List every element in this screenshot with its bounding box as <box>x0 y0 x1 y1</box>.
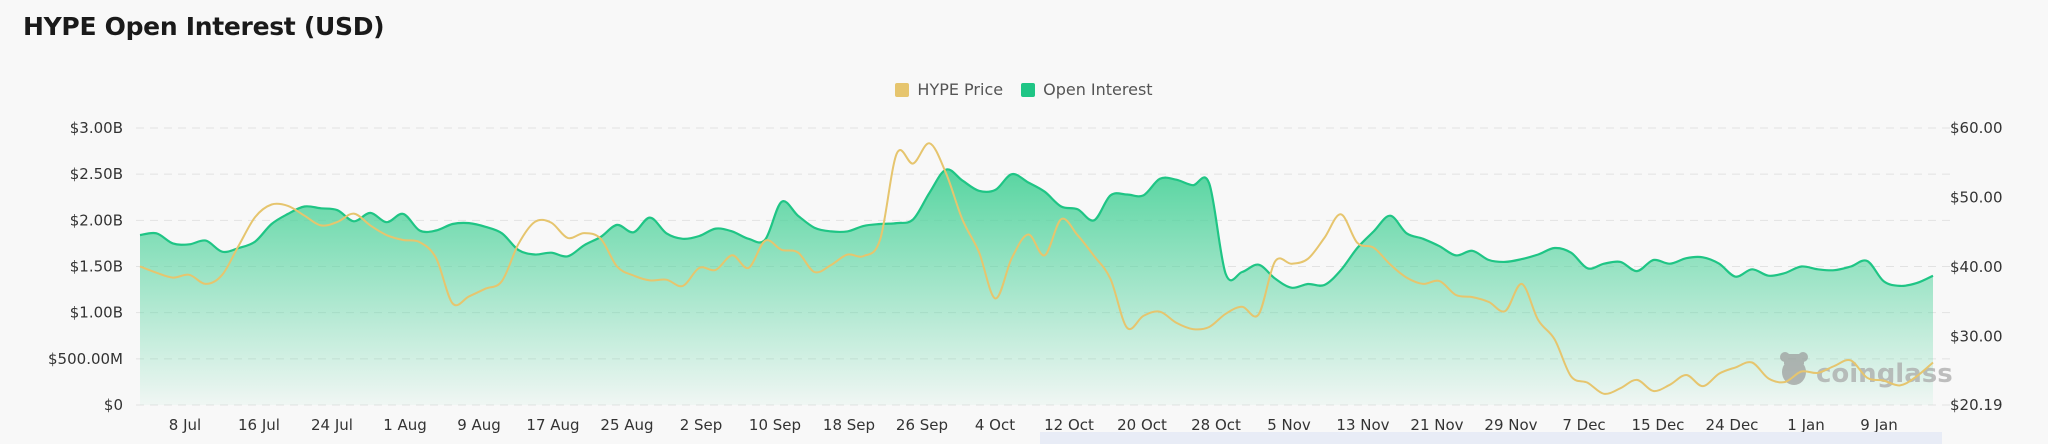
x-axis-tick: 9 Aug <box>457 416 501 434</box>
x-axis-tick: 28 Oct <box>1191 416 1241 434</box>
left-axis-tick: $2.50B <box>70 165 123 183</box>
x-axis-tick: 10 Sep <box>749 416 801 434</box>
legend: HYPE Price Open Interest <box>0 80 2048 99</box>
right-axis-tick: $20.19 <box>1950 396 2003 414</box>
x-axis-tick: 1 Jan <box>1787 416 1824 434</box>
x-axis-tick: 13 Nov <box>1336 416 1389 434</box>
x-axis: 8 Jul 16 Jul 24 Jul 1 Aug 9 Aug 17 Aug 25 Aug 2… <box>169 416 1898 434</box>
x-axis-tick: 25 Aug <box>600 416 653 434</box>
x-axis-tick: 24 Jul <box>311 416 353 434</box>
x-axis-tick: 8 Jul <box>169 416 201 434</box>
right-axis-tick: $50.00 <box>1950 189 2003 207</box>
x-axis-tick: 7 Dec <box>1562 416 1605 434</box>
left-y-axis: $0 $500.00M $1.00B $1.50B $2.00B $2.50B $3.00B <box>48 119 123 414</box>
legend-item-open-interest[interactable]: Open Interest <box>1021 80 1153 99</box>
x-axis-tick: 21 Nov <box>1410 416 1463 434</box>
left-axis-tick: $500.00M <box>48 350 123 368</box>
open-interest-swatch-icon <box>1021 82 1036 97</box>
open-interest-line <box>139 168 1934 289</box>
left-axis-tick: $1.00B <box>70 304 123 322</box>
right-axis-tick: $60.00 <box>1950 119 2003 137</box>
x-axis-tick: 26 Sep <box>896 416 948 434</box>
coinglass-logo-icon <box>1780 352 1808 385</box>
right-axis-tick: $40.00 <box>1950 258 2003 276</box>
right-axis-tick: $30.00 <box>1950 328 2003 346</box>
x-axis-tick: 9 Jan <box>1860 416 1897 434</box>
hype-price-swatch-icon <box>895 82 910 97</box>
x-axis-tick: 5 Nov <box>1267 416 1311 434</box>
legend-label: HYPE Price <box>917 80 1004 99</box>
x-axis-tick: 18 Sep <box>823 416 875 434</box>
x-axis-tick: 4 Oct <box>975 416 1015 434</box>
chart-title: HYPE Open Interest (USD) <box>23 12 385 41</box>
x-axis-tick: 17 Aug <box>526 416 579 434</box>
left-axis-tick: $3.00B <box>70 119 123 137</box>
left-axis-tick: $0 <box>104 396 123 414</box>
x-axis-tick: 1 Aug <box>383 416 427 434</box>
x-axis-tick: 16 Jul <box>238 416 280 434</box>
chart-range-scrollbar[interactable] <box>1040 432 1942 444</box>
legend-item-hype-price[interactable]: HYPE Price <box>895 80 1003 99</box>
x-axis-tick: 29 Nov <box>1484 416 1537 434</box>
legend-label: Open Interest <box>1043 80 1153 99</box>
x-axis-tick: 12 Oct <box>1044 416 1094 434</box>
x-axis-tick: 15 Dec <box>1632 416 1685 434</box>
x-axis-tick: 20 Oct <box>1117 416 1167 434</box>
x-axis-tick: 2 Sep <box>680 416 723 434</box>
x-axis-tick: 24 Dec <box>1706 416 1759 434</box>
open-interest-area <box>140 169 1933 405</box>
left-axis-tick: $1.50B <box>70 258 123 276</box>
right-y-axis: $20.19 $30.00 $40.00 $50.00 $60.00 <box>1950 119 2003 414</box>
left-axis-tick: $2.00B <box>70 211 123 229</box>
hype-price-line <box>139 142 1934 395</box>
